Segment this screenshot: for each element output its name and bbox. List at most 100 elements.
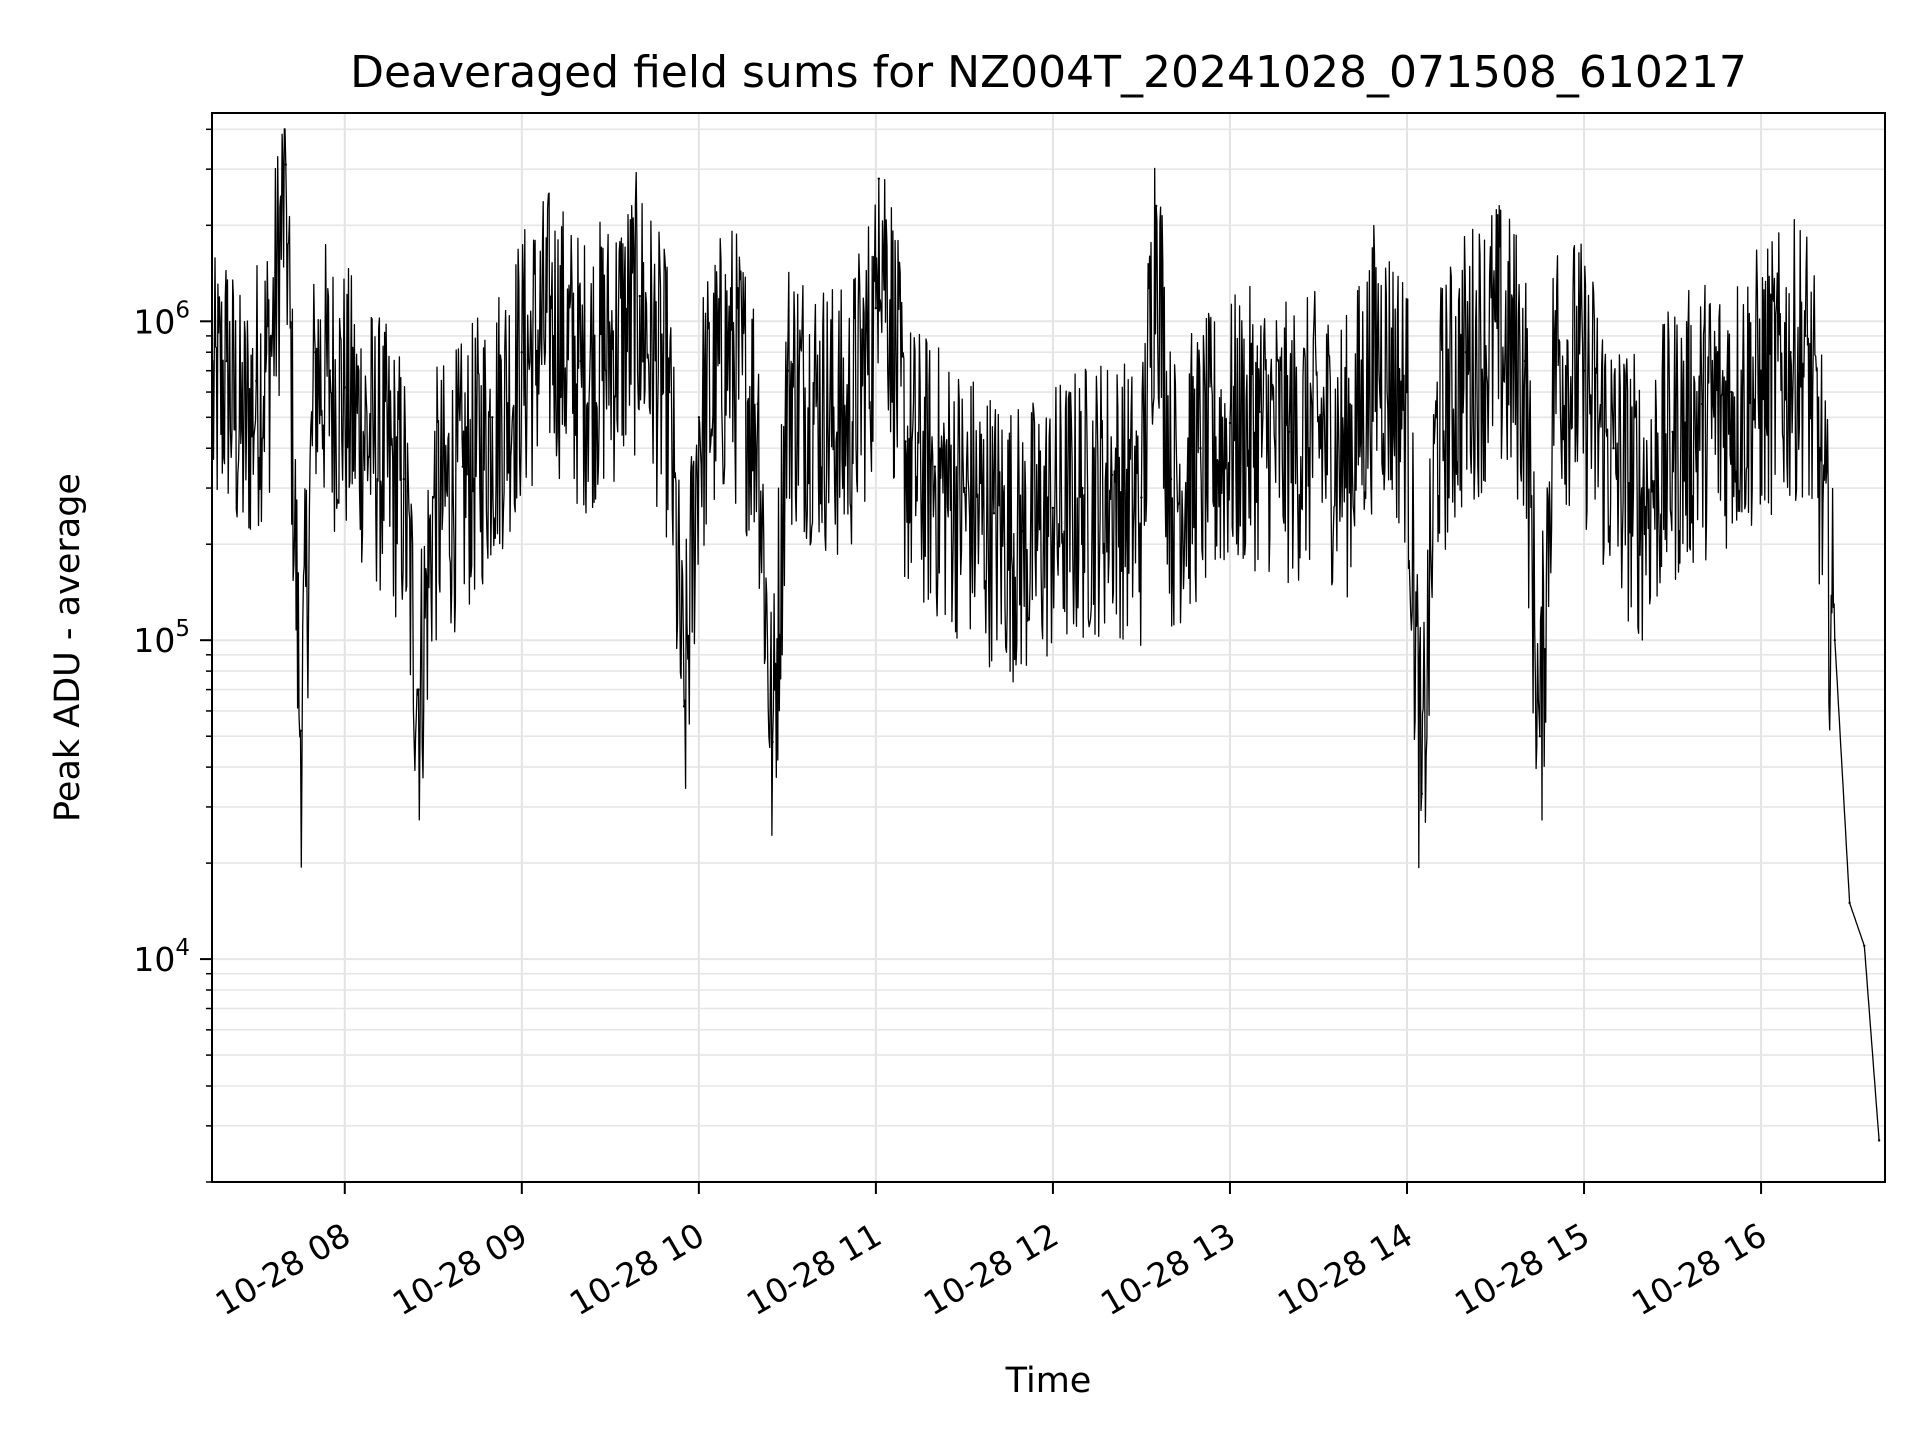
data-point bbox=[786, 369, 789, 372]
data-point bbox=[1155, 204, 1158, 208]
data-point bbox=[1199, 447, 1202, 450]
data-point bbox=[1405, 390, 1409, 394]
x-tick-label: 10-28 16 bbox=[1625, 1215, 1773, 1323]
data-point bbox=[904, 440, 907, 443]
data-point bbox=[1700, 402, 1704, 406]
data-point bbox=[432, 496, 435, 499]
chart-title: Deaveraged field sums for NZ004T_2024102… bbox=[350, 47, 1747, 98]
data-point bbox=[1582, 369, 1586, 372]
data-point bbox=[1435, 416, 1438, 419]
x-tick-label: 10-28 15 bbox=[1448, 1215, 1596, 1323]
data-point bbox=[417, 688, 420, 691]
data-point bbox=[240, 421, 243, 425]
data-point bbox=[550, 306, 553, 310]
data-point bbox=[284, 163, 287, 166]
data-point bbox=[299, 729, 302, 732]
grid bbox=[212, 113, 1885, 1182]
y-axis-title: Peak ADU - average bbox=[48, 473, 88, 822]
y-tick-exponent: 4 bbox=[175, 935, 190, 961]
data-point bbox=[1169, 477, 1173, 481]
data-point bbox=[1759, 369, 1763, 372]
data-point bbox=[328, 369, 332, 372]
y-tick-base: 10 bbox=[133, 940, 175, 979]
data-point bbox=[1671, 430, 1674, 434]
data-point bbox=[933, 465, 937, 468]
data-point bbox=[1789, 351, 1792, 354]
axes: 10-28 08 10-28 09 10-28 10 10-28 11 10-28 12… bbox=[133, 128, 1773, 1323]
data-point bbox=[1494, 320, 1497, 323]
data-point bbox=[520, 351, 523, 354]
series-layer bbox=[210, 128, 1881, 1142]
data-point bbox=[963, 486, 966, 490]
data-point bbox=[1523, 359, 1527, 363]
data-point bbox=[992, 512, 996, 515]
data-point bbox=[1877, 1139, 1881, 1142]
minor-grid bbox=[212, 128, 1885, 1183]
data-point bbox=[269, 334, 273, 338]
data-point bbox=[1420, 792, 1424, 795]
data-point bbox=[1730, 390, 1733, 394]
data-point bbox=[682, 705, 686, 708]
series-line bbox=[211, 128, 1880, 1141]
y-tick-base: 10 bbox=[133, 621, 175, 660]
data-point bbox=[874, 306, 878, 310]
y-tick-label: 104 bbox=[133, 935, 190, 979]
data-point bbox=[1376, 334, 1379, 338]
data-point bbox=[1346, 440, 1350, 443]
data-point bbox=[815, 390, 819, 394]
data-point bbox=[845, 416, 848, 419]
x-axis-title: Time bbox=[1005, 1361, 1092, 1401]
data-point bbox=[1110, 473, 1114, 477]
data-point bbox=[1538, 735, 1542, 738]
data-point bbox=[1464, 351, 1468, 354]
y-tick-label: 105 bbox=[133, 616, 190, 660]
data-point bbox=[1818, 447, 1822, 450]
data-point bbox=[638, 294, 641, 298]
x-tick-label: 10-28 13 bbox=[1094, 1215, 1242, 1323]
data-point bbox=[727, 334, 730, 338]
data-point bbox=[1022, 529, 1025, 533]
data-point bbox=[343, 386, 346, 389]
data-point bbox=[1641, 486, 1645, 490]
data-point bbox=[1258, 410, 1261, 414]
data-point bbox=[1228, 421, 1232, 425]
data-point bbox=[1612, 447, 1615, 450]
data-point bbox=[1317, 416, 1320, 419]
x-tick-label: 10-28 14 bbox=[1271, 1215, 1419, 1323]
y-tick-exponent: 5 bbox=[175, 616, 190, 642]
y-tick-exponent: 6 bbox=[175, 297, 190, 323]
data-point bbox=[771, 740, 774, 744]
data-point bbox=[668, 390, 671, 394]
data-point bbox=[697, 416, 701, 419]
data-point bbox=[255, 379, 258, 383]
y-tick-label: 106 bbox=[133, 297, 190, 341]
data-point bbox=[314, 351, 317, 354]
data-point bbox=[609, 334, 612, 338]
x-tick-label: 10-28 09 bbox=[386, 1215, 534, 1323]
data-point bbox=[225, 359, 228, 363]
data-point bbox=[1804, 334, 1807, 338]
data-point bbox=[1553, 334, 1556, 338]
plot-frame bbox=[211, 112, 1886, 1183]
data-point bbox=[1140, 496, 1143, 499]
data-point bbox=[461, 465, 464, 468]
data-point bbox=[1051, 506, 1055, 510]
data-point bbox=[756, 402, 760, 406]
data-point bbox=[491, 416, 494, 419]
x-tick-label: 10-28 08 bbox=[209, 1215, 357, 1323]
x-tick-label: 10-28 11 bbox=[740, 1215, 888, 1323]
data-point bbox=[1833, 639, 1837, 642]
x-tick-label: 10-28 12 bbox=[917, 1215, 1065, 1323]
data-point bbox=[877, 177, 880, 180]
data-point bbox=[1287, 430, 1291, 434]
data-point bbox=[1863, 944, 1866, 948]
x-tick-label: 10-28 10 bbox=[563, 1215, 711, 1323]
data-point bbox=[402, 477, 405, 481]
data-point bbox=[579, 359, 582, 363]
data-point bbox=[1081, 486, 1084, 490]
data-point bbox=[373, 430, 376, 434]
y-tick-base: 10 bbox=[133, 302, 175, 341]
data-point bbox=[1848, 901, 1851, 905]
